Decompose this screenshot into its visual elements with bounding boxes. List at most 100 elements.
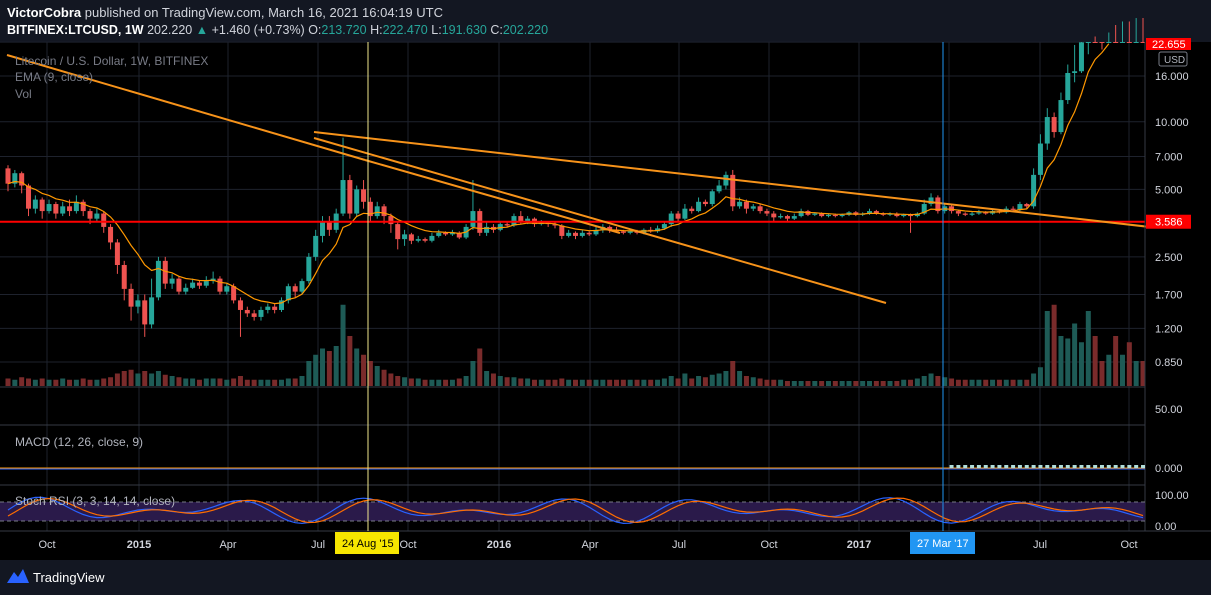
candle-body (46, 204, 52, 212)
high-value: 222.470 (382, 23, 428, 37)
volume-bar (661, 378, 667, 386)
candle-body (675, 213, 681, 219)
volume-bar (1017, 379, 1023, 386)
trendline-descending-resistance[interactable] (313, 131, 1151, 228)
volume-bar (805, 381, 811, 386)
candle-body (1099, 42, 1105, 43)
candle-body (1010, 208, 1016, 210)
volume-bar (771, 379, 777, 386)
chart-background (0, 42, 1211, 560)
grid-lines (0, 41, 1145, 531)
candle-body (265, 306, 271, 310)
trendline-falling[interactable] (313, 137, 887, 304)
candle-body (832, 214, 838, 217)
candle-body (306, 256, 312, 282)
candlestick-chart[interactable]: Litecoin / U.S. Dollar, 1W, BITFINEX EMA… (0, 0, 1211, 560)
stoch-tick-100: 100.00 (1155, 490, 1189, 502)
volume-bar (839, 381, 845, 386)
volume-bar (716, 373, 722, 386)
volume-bar (996, 379, 1002, 386)
volume-bar (19, 377, 25, 386)
candle-body (784, 216, 790, 219)
candle-body (559, 225, 565, 236)
price-tick-label: 0.850 (1155, 357, 1183, 369)
symbol-label: BITFINEX:LTCUSD, 1W (7, 23, 144, 37)
open-value: 213.720 (321, 23, 367, 37)
volume-bar (477, 348, 483, 386)
candle-body (244, 309, 250, 314)
low-value: 191.630 (441, 23, 487, 37)
author-name[interactable]: VictorCobra (7, 5, 82, 20)
candle-body (73, 201, 79, 212)
volume-bar (668, 376, 674, 386)
candle-body (320, 221, 326, 236)
volume-bar (340, 304, 346, 386)
volume-bar (648, 379, 654, 386)
candle-body (128, 288, 134, 307)
volume-bar (306, 361, 312, 386)
candle-body (1072, 71, 1078, 74)
macd-hist-bar (1017, 465, 1022, 468)
volume-bar (846, 381, 852, 386)
candle-body (155, 260, 161, 298)
time-tick-label: Oct (760, 539, 777, 551)
legend-vol: Vol (15, 87, 32, 101)
volume-bar (860, 381, 866, 386)
crosshair-date-2015: 24 Aug '15 (342, 538, 394, 550)
volume-bar (1031, 373, 1037, 386)
candle-body (839, 214, 845, 217)
volume-bar (231, 378, 237, 386)
candle-body (326, 221, 332, 230)
trendline-upper-cont[interactable] (364, 159, 621, 234)
candle-body (1078, 42, 1084, 72)
candle-body (743, 201, 749, 209)
macd-histogram (949, 465, 1145, 468)
volume-bar (388, 373, 394, 386)
price-tick-label: 10.000 (1155, 117, 1189, 129)
volume-bar (347, 336, 353, 386)
volume-bar (593, 379, 599, 386)
candle-body (26, 185, 32, 209)
volume-bar (142, 371, 148, 386)
volume-bar (976, 379, 982, 386)
volume-bar (5, 378, 11, 386)
candle-body (1037, 143, 1043, 175)
candle-body (443, 232, 449, 235)
volume-bar (559, 378, 565, 386)
candle-body (730, 174, 736, 207)
volume-bar (1024, 379, 1030, 386)
footer: TradingView (0, 560, 1211, 595)
volume-bar (190, 378, 196, 386)
trendline-upper[interactable] (6, 54, 366, 161)
candle-body (80, 201, 86, 212)
candle-body (1126, 42, 1132, 43)
macd-hist-bar (1038, 465, 1043, 468)
macd-hist-bar (1031, 465, 1036, 468)
candle-body (1024, 204, 1030, 207)
candle-body (737, 201, 743, 207)
candle-body (5, 168, 11, 184)
close-value: 202.220 (502, 23, 549, 37)
candle-body (203, 281, 209, 286)
volume-bar (354, 348, 360, 386)
time-tick-label: 2017 (847, 539, 871, 551)
usd-label: USD (1158, 51, 1188, 67)
price-tick-label: 16.000 (1155, 71, 1189, 83)
stoch-tick-0: 0.00 (1155, 521, 1176, 533)
macd-hist-bar (970, 465, 975, 468)
volume-bar (518, 378, 524, 386)
volume-bar (244, 379, 250, 386)
price-axis[interactable]: 16.000 10.000 7.000 5.000 2.500 1.700 1.200 0.8… (1155, 71, 1189, 369)
macd-hist-bar (1058, 465, 1063, 468)
tradingview-brand[interactable]: TradingView (33, 570, 105, 585)
ema-line (7, 43, 1110, 305)
candle-body (231, 286, 237, 301)
candle-body (525, 218, 531, 222)
candle-body (1058, 100, 1064, 133)
volume-bar (682, 373, 688, 386)
candle-body (566, 232, 572, 236)
candle-body (620, 231, 626, 233)
volume-bar (121, 371, 127, 386)
macd-hist-bar (1045, 465, 1050, 468)
crosshair-label-2017: 27 Mar '17 (910, 532, 975, 554)
